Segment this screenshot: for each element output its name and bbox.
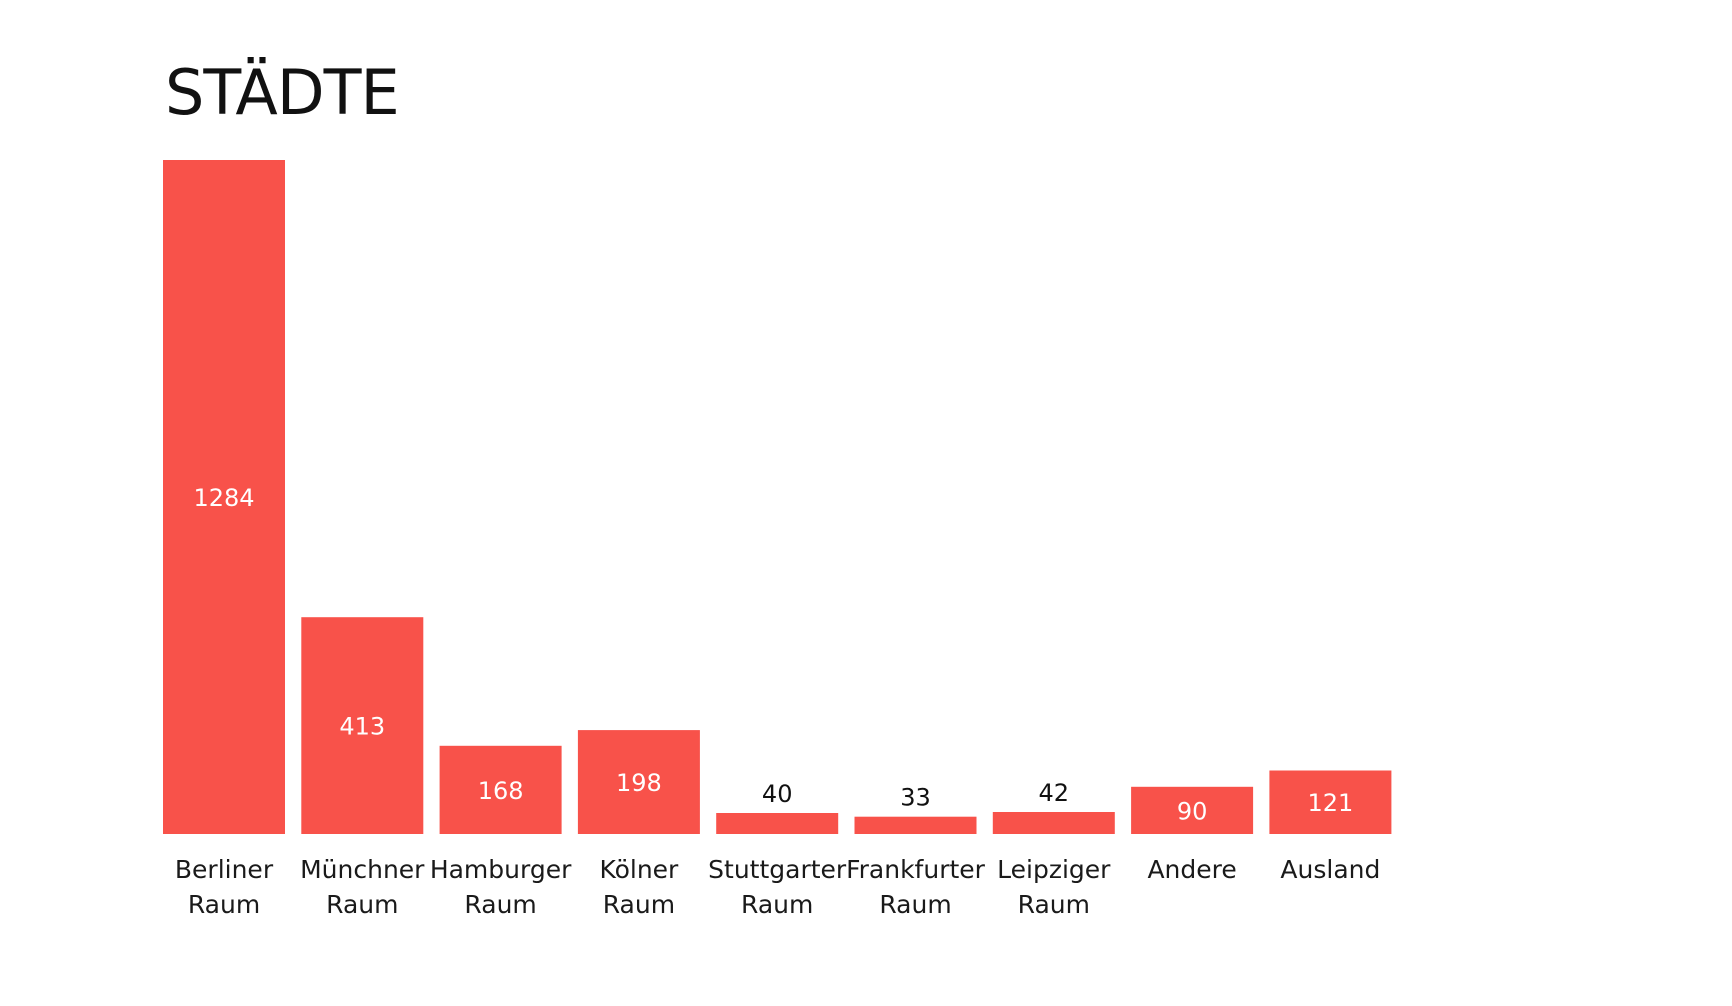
bar-value-label: 121 [1307, 789, 1353, 817]
category-label: Andere [1147, 855, 1236, 884]
category-label: Münchner [300, 855, 425, 884]
bar-value-label: 90 [1177, 797, 1208, 825]
bar [163, 160, 285, 834]
bar [1131, 786, 1254, 834]
category-label: Raum [603, 890, 675, 919]
bar-value-label: 42 [1039, 779, 1070, 807]
category-label: Kölner [599, 855, 679, 884]
category-label: Leipziger [997, 855, 1111, 884]
category-label: Hamburger [430, 855, 572, 884]
bar [992, 812, 1115, 834]
category-label: Raum [188, 890, 260, 919]
category-label: Stuttgarter [708, 855, 847, 884]
category-label: Ausland [1280, 855, 1380, 884]
bar [439, 745, 562, 834]
bar-value-label: 1284 [193, 484, 254, 512]
category-label: Frankfurter [846, 855, 986, 884]
bar [1269, 770, 1392, 834]
bar-value-label: 198 [616, 769, 662, 797]
bar-value-label: 40 [762, 780, 793, 808]
category-label: Raum [326, 890, 398, 919]
category-label: Raum [1018, 890, 1090, 919]
bar [301, 617, 424, 834]
category-label: Raum [741, 890, 813, 919]
chart-title: STÄDTE [165, 56, 400, 129]
bar [577, 730, 700, 834]
bar [716, 813, 839, 834]
category-label: Berliner [175, 855, 274, 884]
bar-value-label: 413 [339, 713, 385, 741]
category-label: Raum [879, 890, 951, 919]
bar-value-label: 33 [900, 784, 931, 812]
bar [854, 816, 977, 834]
category-label: Raum [464, 890, 536, 919]
bar-value-label: 168 [478, 777, 524, 805]
